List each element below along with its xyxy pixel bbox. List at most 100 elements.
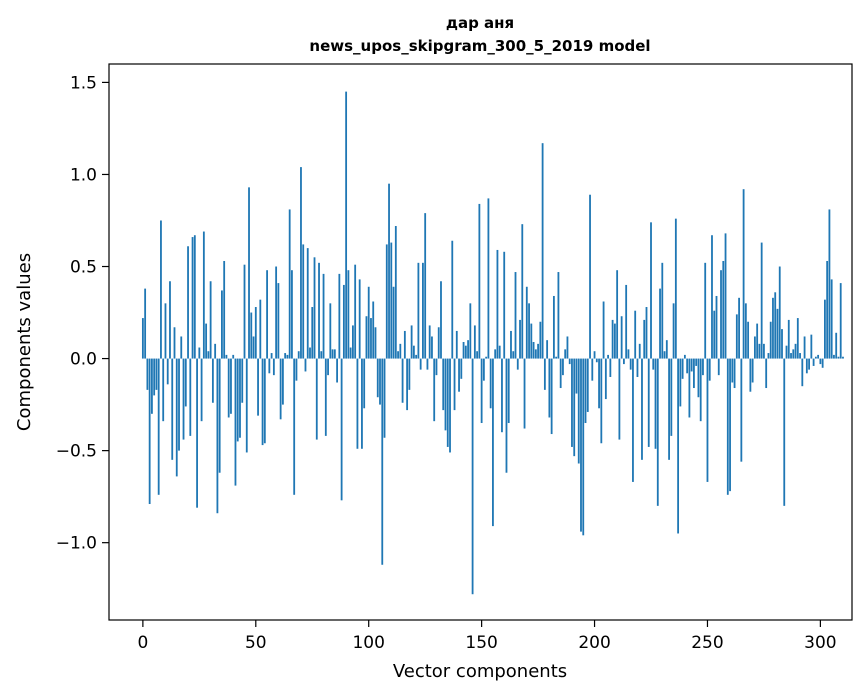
bar-121 [415,354,418,359]
bar-200 [593,351,596,359]
bar-99 [365,316,368,359]
bar-61 [279,358,282,420]
bar-69 [297,351,300,359]
bar-225 [650,222,652,359]
bar-109 [388,183,390,359]
bar-103 [374,327,377,359]
bar-43 [239,358,241,438]
bar-159 [501,358,503,433]
bar-288 [792,349,795,359]
bar-294 [805,358,808,374]
bar-16 [178,358,180,451]
bar-78 [318,262,320,359]
bar-137 [451,240,454,359]
bar-6 [155,358,158,390]
bar-217 [632,358,634,482]
bar-154 [489,358,492,409]
bar-300 [819,358,822,365]
bar-75 [311,307,314,359]
bar-302 [824,299,826,359]
bar-59 [275,266,278,359]
bar-189 [568,358,571,365]
bar-64 [286,354,289,359]
bar-270 [751,358,754,383]
bar-210 [616,270,619,359]
bar-167 [519,319,521,359]
bar-250 [706,358,709,482]
bar-279 [772,297,774,359]
bar-44 [241,358,244,403]
x-tick-label-300: 300 [804,633,836,653]
bar-208 [611,319,614,359]
bar-158 [498,345,501,359]
bar-293 [803,336,806,359]
bar-238 [679,358,682,407]
bar-113 [397,351,399,359]
bar-184 [557,272,560,359]
bar-202 [598,358,600,409]
bar-278 [769,321,772,359]
x-tick-label-100: 100 [352,633,384,653]
bar-125 [424,213,427,359]
bar-38 [227,358,230,418]
bar-205 [604,358,607,400]
bar-285 [785,345,788,359]
bar-307 [835,332,838,359]
x-tick-label-200: 200 [578,633,610,653]
bar-157 [496,249,499,359]
bar-14 [173,327,176,359]
bar-123 [419,358,422,370]
bar-295 [808,358,810,370]
bar-204 [602,301,605,359]
bar-215 [627,349,630,359]
bar-119 [410,325,413,359]
bar-106 [381,358,384,565]
bar-56 [268,358,271,374]
bar-76 [313,257,316,359]
bar-224 [647,358,650,447]
bar-298 [814,356,817,359]
bar-71 [302,244,305,359]
bar-247 [699,358,702,422]
bar-13 [171,358,174,460]
bar-0 [141,318,144,359]
bar-194 [580,358,582,532]
bar-234 [670,358,673,436]
bar-263 [735,314,738,359]
bar-254 [715,295,718,359]
x-tick-label-0: 0 [137,633,148,653]
bar-4 [151,358,153,414]
bar-229 [659,288,661,359]
bar-258 [724,233,727,359]
bar-89 [342,284,345,359]
bar-168 [521,224,524,359]
bar-116 [403,330,406,359]
bar-251 [708,358,711,381]
bar-183 [555,356,558,359]
bar-140 [458,358,460,392]
bar-151 [482,358,485,381]
bar-62 [281,358,284,405]
bar-173 [532,342,535,359]
bar-206 [607,354,609,359]
bar-138 [453,358,456,411]
bar-147 [473,325,476,359]
bar-179 [546,340,549,359]
bar-220 [638,343,641,359]
bar-211 [618,358,621,440]
bar-88 [340,358,343,501]
bar-161 [505,358,508,473]
bar-127 [428,325,431,359]
bar-257 [722,260,725,359]
bar-131 [437,327,440,359]
bar-266 [742,189,745,359]
bar-92 [349,347,352,359]
y-axis-label: Components values [14,253,35,431]
bar-214 [625,284,628,359]
bar-130 [435,358,438,376]
bar-96 [358,279,361,359]
bar-70 [300,167,302,359]
bar-155 [492,358,494,527]
bar-261 [731,358,734,383]
bar-283 [781,329,783,359]
